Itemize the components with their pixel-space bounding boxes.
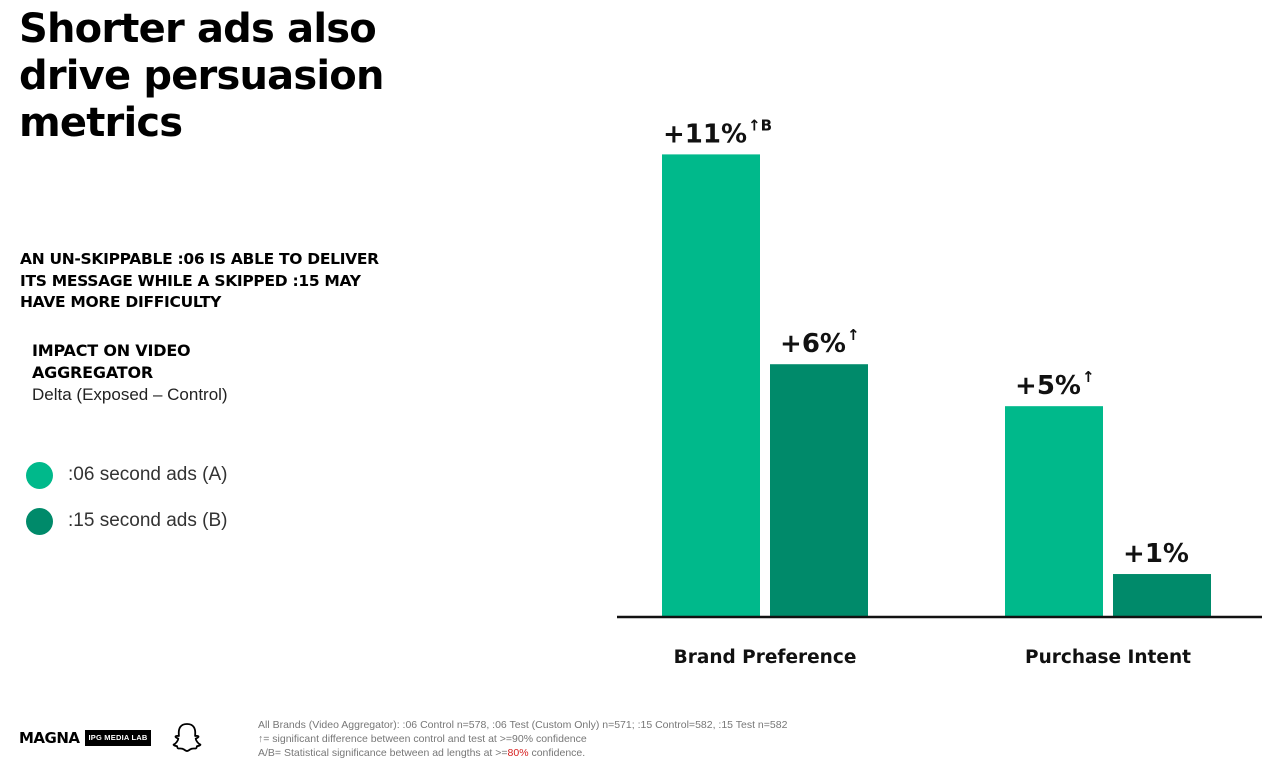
subheadline: AN UN-SKIPPABLE :06 IS ABLE TO DELIVER I… — [20, 250, 379, 311]
footnote-line-2: ↑= significant difference between contro… — [258, 733, 587, 745]
footnote-line-3-post: confidence. — [528, 747, 586, 759]
data-label: +6% — [780, 329, 846, 359]
legend: :06 second ads (A) :15 second ads (B) — [26, 452, 227, 544]
slide-title: Shorter ads also drive persuasion metric… — [19, 6, 384, 146]
significance-mark: ↑ — [847, 326, 860, 344]
legend-item-a: :06 second ads (A) — [26, 452, 227, 498]
bar-brand-preference-series-a — [662, 154, 760, 616]
bar-purchase-intent-series-a — [1005, 406, 1103, 616]
legend-label-a: :06 second ads (A) — [68, 464, 228, 485]
legend-label-b: :15 second ads (B) — [68, 510, 228, 531]
legend-swatch-a — [26, 461, 53, 489]
footnote-line-1: All Brands (Video Aggregator): :06 Contr… — [258, 719, 788, 731]
bar-brand-preference-series-b — [770, 364, 868, 616]
data-label: +1% — [1123, 539, 1189, 569]
legend-item-b: :15 second ads (B) — [26, 498, 227, 544]
panel-label: IMPACT ON VIDEO AGGREGATOR — [32, 341, 191, 382]
category-label: Purchase Intent — [1025, 647, 1191, 668]
significance-mark: ↑ — [1082, 368, 1095, 386]
footnote-line-3-red: 80% — [507, 747, 529, 759]
bar-purchase-intent-series-b — [1113, 574, 1211, 616]
panel-sublabel: Delta (Exposed – Control) — [32, 385, 228, 404]
data-label: +11% — [663, 119, 747, 149]
significance-mark: ↑B — [748, 116, 772, 134]
category-label: Brand Preference — [674, 647, 857, 668]
bar-chart: +11% ↑B+6% ↑Brand Preference+5% ↑+1%Purchas… — [617, 116, 1262, 668]
footnote-line-3-pre: A/B= Statistical significance between ad… — [258, 747, 508, 759]
snapchat-ghost-icon — [172, 722, 202, 758]
data-label: +5% — [1015, 371, 1081, 401]
magna-logo: MAGNA — [19, 729, 80, 747]
footnote: All Brands (Video Aggregator): :06 Contr… — [258, 718, 787, 760]
footnote-line-3: A/B= Statistical significance between ad… — [258, 746, 787, 760]
legend-swatch-b — [26, 507, 53, 535]
ipg-media-lab-logo: IPG MEDIA LAB — [85, 730, 151, 746]
